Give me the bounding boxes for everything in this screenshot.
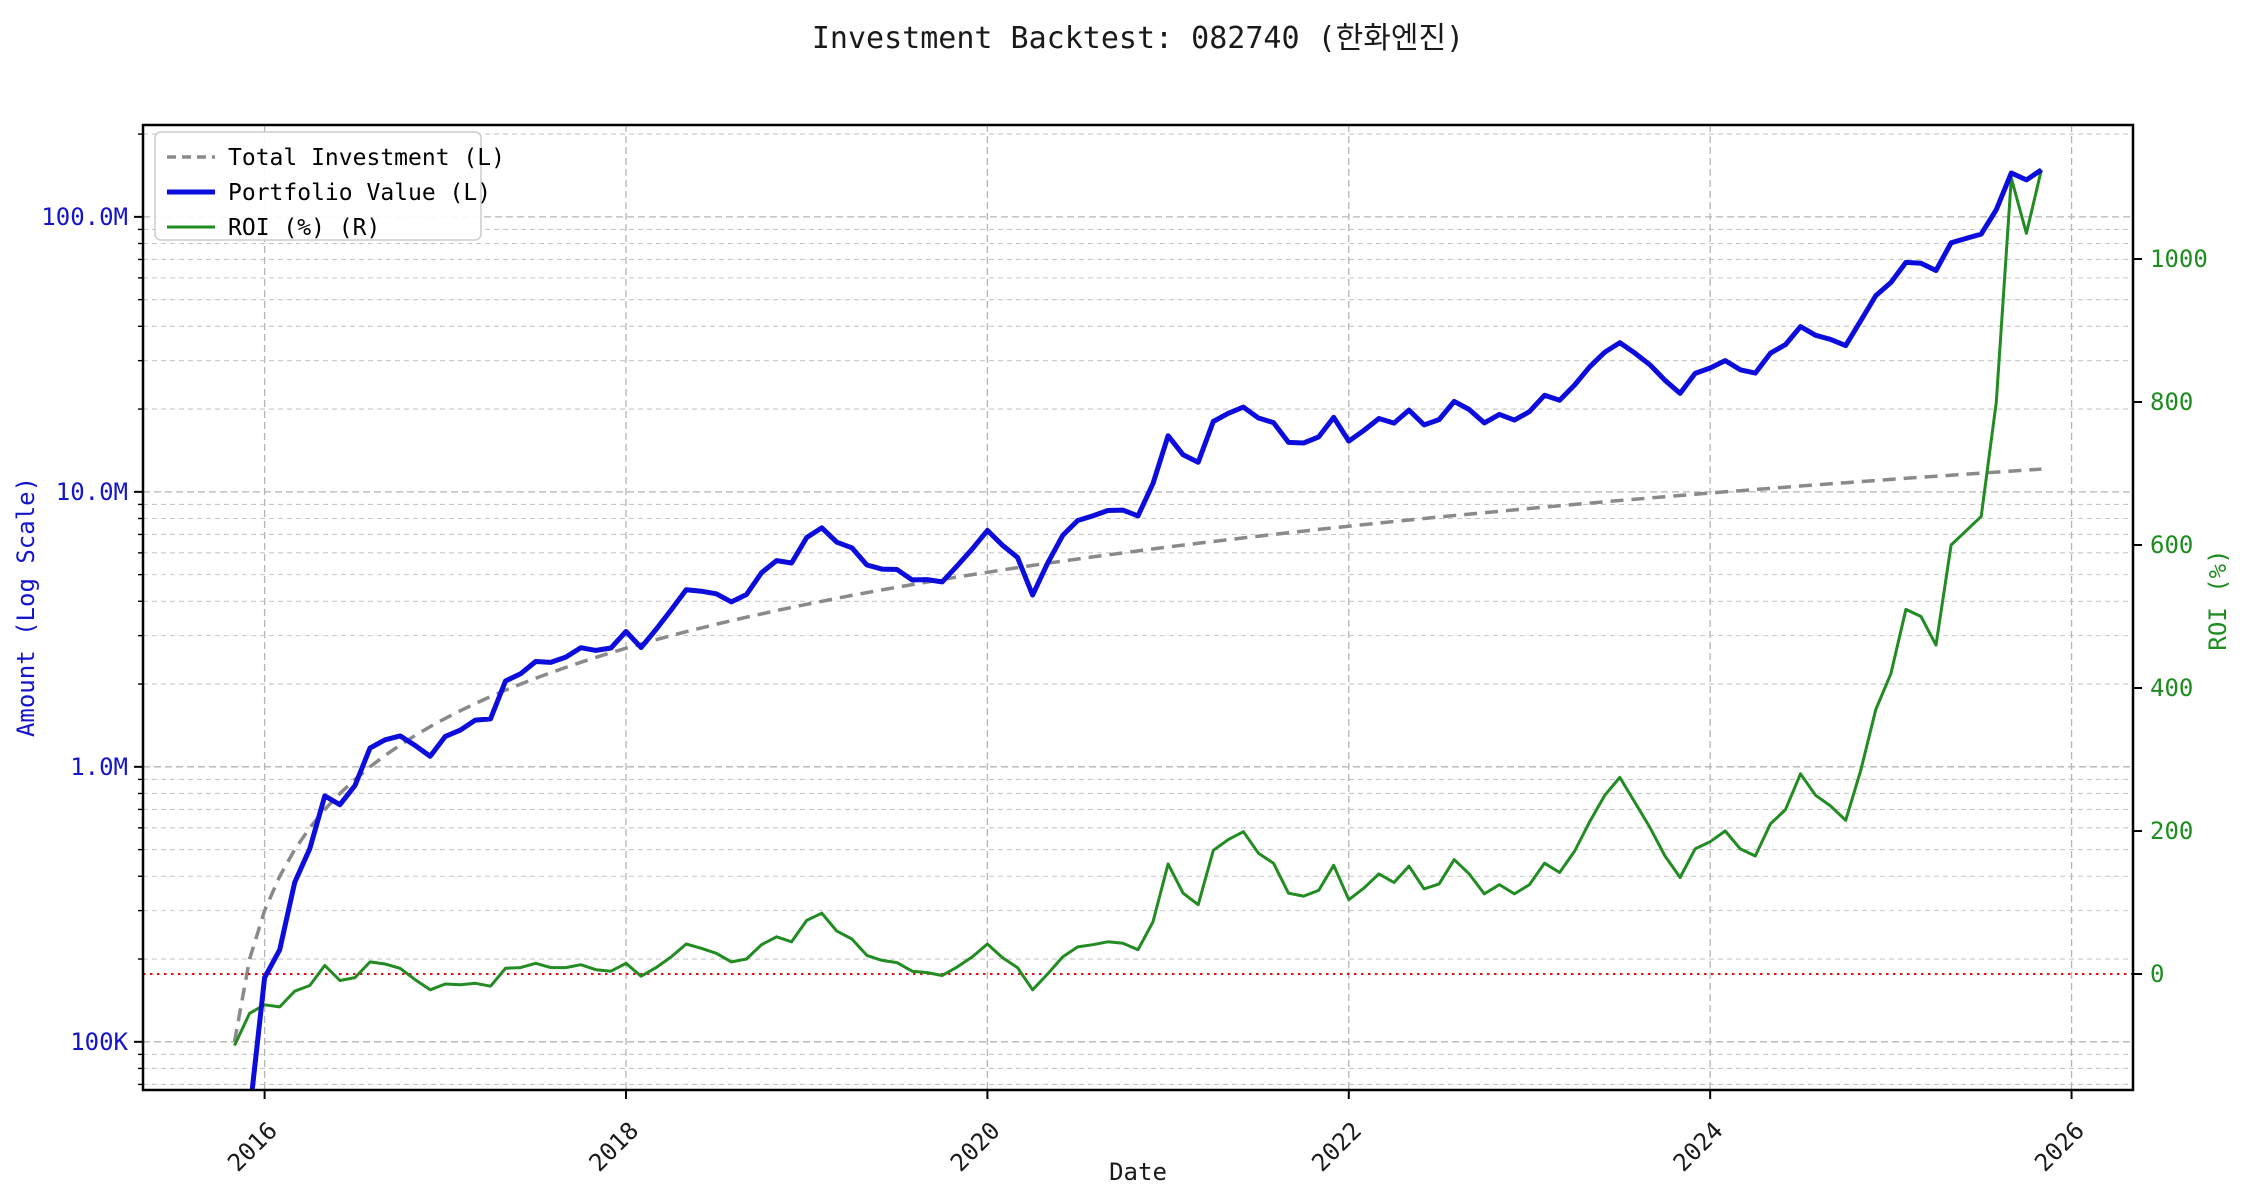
portfolio-value-line [249, 167, 2043, 1090]
axis-ticks [134, 133, 2142, 1099]
chart-title: Investment Backtest: 082740 (한화엔진) [812, 21, 1464, 56]
left-axis-label: Amount (Log Scale) [12, 477, 40, 737]
legend-box [154, 131, 482, 241]
left-tick-label: 100K [70, 1028, 128, 1056]
x-tick-label: 2024 [1668, 1116, 1729, 1177]
plot-frame [141, 123, 2135, 1092]
right-tick-label: 600 [2150, 531, 2193, 559]
right-tick-label: 400 [2150, 674, 2193, 702]
x-tick-label: 2026 [2029, 1116, 2090, 1177]
right-axis-label: ROI (%) [2204, 549, 2232, 650]
data-series [143, 167, 2133, 1090]
x-tick-label: 2018 [584, 1116, 645, 1177]
right-tick-label: 1000 [2150, 245, 2208, 273]
vertical-gridlines [263, 125, 2073, 1090]
right-tick-label: 200 [2150, 817, 2193, 845]
x-tick-label: 2022 [1306, 1116, 1367, 1177]
horizontal-gridlines [143, 133, 2133, 1085]
total-investment-line [232, 467, 2042, 1043]
x-tick-label: 2020 [945, 1116, 1006, 1177]
left-tick-label: 100.0M [41, 203, 128, 231]
right-tick-label: 0 [2150, 960, 2164, 988]
left-tick-label: 10.0M [56, 478, 128, 506]
legend-label-roi: ROI (%) (R) [228, 215, 380, 241]
roi-line [233, 169, 2043, 1047]
x-tick-label: 2016 [222, 1116, 283, 1177]
legend-label-investment: Total Investment (L) [228, 145, 505, 171]
legend-label-portfolio: Portfolio Value (L) [228, 180, 491, 206]
left-tick-label: 1.0M [70, 753, 128, 781]
right-tick-label: 800 [2150, 388, 2193, 416]
legend: Total Investment (L) Portfolio Value (L)… [154, 131, 505, 241]
x-axis-label: Date [1109, 1158, 1167, 1186]
